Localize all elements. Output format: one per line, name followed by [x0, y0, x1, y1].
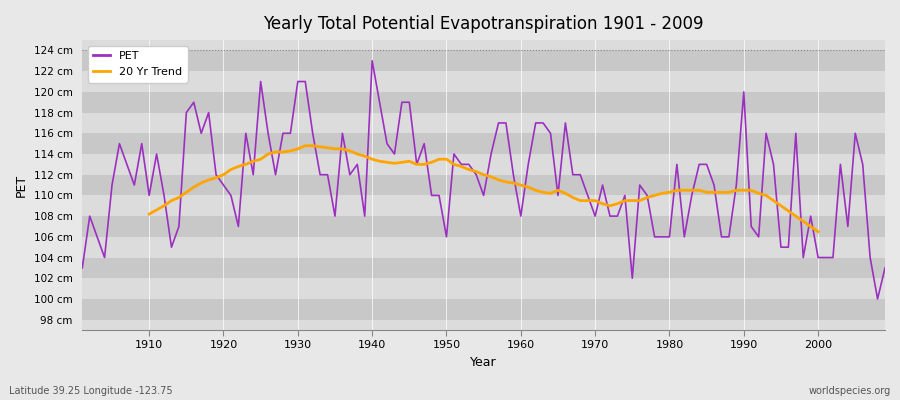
Bar	[82, 299, 885, 320]
Bar	[82, 278, 885, 299]
Bar	[82, 50, 885, 71]
X-axis label: Year: Year	[471, 356, 497, 369]
Bar	[82, 112, 885, 133]
Bar	[82, 71, 885, 92]
Y-axis label: PET: PET	[15, 174, 28, 197]
Bar	[82, 133, 885, 154]
Text: worldspecies.org: worldspecies.org	[809, 386, 891, 396]
Bar	[82, 196, 885, 216]
Bar	[82, 216, 885, 237]
Legend: PET, 20 Yr Trend: PET, 20 Yr Trend	[88, 46, 187, 82]
Title: Yearly Total Potential Evapotranspiration 1901 - 2009: Yearly Total Potential Evapotranspiratio…	[264, 15, 704, 33]
Bar	[82, 258, 885, 278]
Text: Latitude 39.25 Longitude -123.75: Latitude 39.25 Longitude -123.75	[9, 386, 173, 396]
Bar	[82, 154, 885, 175]
Bar	[82, 237, 885, 258]
Bar	[82, 92, 885, 112]
Bar	[82, 175, 885, 196]
